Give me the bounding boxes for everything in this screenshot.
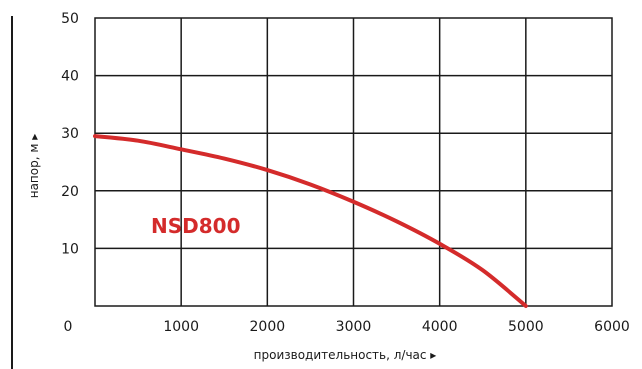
series-label-nsd800: NSD800	[151, 214, 241, 238]
y-tick-label-0: 10	[61, 241, 79, 257]
y-tick-label-4: 50	[61, 11, 79, 27]
y-axis-ticks: 10 20 30 40 50	[61, 11, 79, 257]
x-axis-ticks: 0 1000 2000 3000 4000 5000 6000	[64, 319, 630, 335]
series-group	[93, 134, 528, 308]
x-tick-label-6: 6000	[594, 319, 630, 335]
series-line-0	[93, 134, 528, 308]
x-tick-label-1: 1000	[163, 319, 199, 335]
grid	[94, 17, 613, 307]
y-tick-label-2: 30	[61, 126, 79, 142]
y-axis-label: напор, м ▸	[27, 134, 41, 199]
x-tick-label-0: 0	[64, 319, 73, 335]
y-tick-label-1: 20	[61, 184, 79, 200]
x-tick-label-2: 2000	[250, 319, 286, 335]
y-tick-label-3: 40	[61, 69, 79, 85]
x-axis-label: производительность, л/час ▸	[254, 348, 437, 362]
x-tick-label-5: 5000	[508, 319, 544, 335]
x-tick-label-3: 3000	[336, 319, 372, 335]
left-frame-line	[11, 16, 13, 369]
x-tick-label-4: 4000	[422, 319, 458, 335]
